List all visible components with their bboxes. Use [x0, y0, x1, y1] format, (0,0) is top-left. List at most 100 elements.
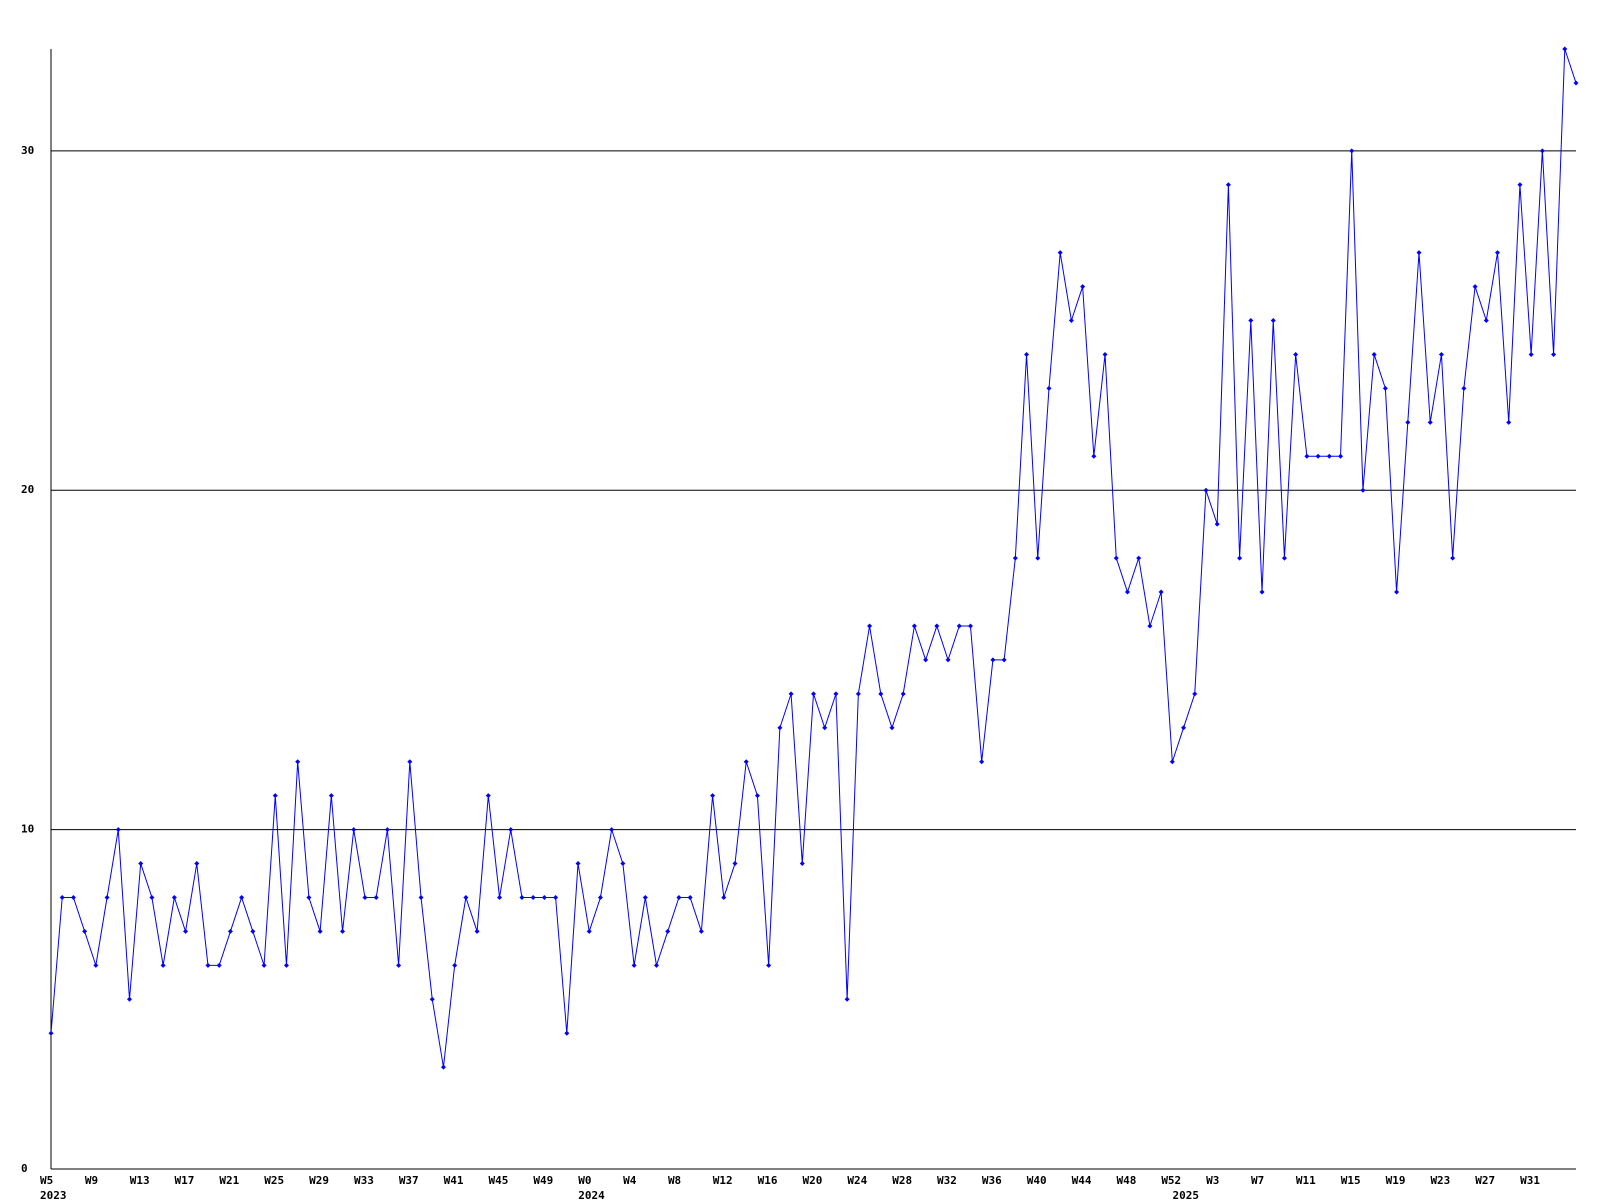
point: [1461, 385, 1467, 391]
point: [676, 894, 682, 900]
point: [945, 657, 951, 663]
x-tick-label: W4: [623, 1174, 637, 1187]
point: [541, 894, 547, 900]
x-tick-label: W8: [668, 1174, 681, 1187]
point: [205, 962, 211, 968]
point: [1517, 182, 1523, 188]
point: [1012, 555, 1018, 561]
point: [1192, 691, 1198, 697]
point: [1438, 351, 1444, 357]
point: [1046, 385, 1052, 391]
point: [1259, 589, 1265, 595]
point: [138, 861, 144, 867]
x-tick-label: W28: [892, 1174, 912, 1187]
point: [889, 725, 895, 731]
point: [855, 691, 861, 697]
point: [115, 827, 121, 833]
x-tick-label: W52: [1161, 1174, 1181, 1187]
point: [1113, 555, 1119, 561]
x-tick-label: W13: [130, 1174, 150, 1187]
point: [452, 962, 458, 968]
x-tick-label: W24: [847, 1174, 867, 1187]
point: [766, 962, 772, 968]
year-label: 2024: [578, 1189, 605, 1200]
point: [171, 894, 177, 900]
point: [631, 962, 637, 968]
point: [564, 1030, 570, 1036]
point: [463, 894, 469, 900]
point: [485, 793, 491, 799]
point: [48, 1030, 54, 1036]
point: [1237, 555, 1243, 561]
point: [126, 996, 132, 1002]
point: [799, 861, 805, 867]
point: [317, 928, 323, 934]
x-tick-label: W16: [758, 1174, 778, 1187]
point: [1483, 318, 1489, 324]
x-tick-label: W48: [1116, 1174, 1136, 1187]
point: [822, 725, 828, 731]
x-tick-label: W9: [85, 1174, 98, 1187]
point: [1349, 148, 1355, 154]
y-tick-label: 0: [21, 1162, 28, 1175]
point: [654, 962, 660, 968]
year-label: 2023: [40, 1189, 67, 1200]
point: [1315, 453, 1321, 459]
point: [93, 962, 99, 968]
point: [710, 793, 716, 799]
x-tick-label: W41: [444, 1174, 464, 1187]
point: [1203, 487, 1209, 493]
point: [777, 725, 783, 731]
point: [833, 691, 839, 697]
y-tick-label: 30: [21, 144, 34, 157]
point: [239, 894, 245, 900]
point: [878, 691, 884, 697]
point: [295, 759, 301, 765]
point: [519, 894, 525, 900]
point: [160, 962, 166, 968]
point: [351, 827, 357, 833]
point: [665, 928, 671, 934]
point: [1304, 453, 1310, 459]
x-tick-label: W0: [578, 1174, 591, 1187]
point: [1427, 419, 1433, 425]
x-tick-label: W21: [219, 1174, 239, 1187]
point: [340, 928, 346, 934]
point: [1293, 351, 1299, 357]
point: [440, 1064, 446, 1070]
point: [272, 793, 278, 799]
point: [104, 894, 110, 900]
y-tick-label: 20: [21, 483, 34, 496]
x-tick-label: W45: [489, 1174, 509, 1187]
point: [687, 894, 693, 900]
point: [934, 623, 940, 629]
point: [698, 928, 704, 934]
point: [1405, 419, 1411, 425]
point: [1181, 725, 1187, 731]
point: [1068, 318, 1074, 324]
point: [373, 894, 379, 900]
point: [1382, 385, 1388, 391]
point: [1225, 182, 1231, 188]
point: [1573, 80, 1579, 86]
x-tick-label: W5: [40, 1174, 53, 1187]
point: [1539, 148, 1545, 154]
x-tick-label: W29: [309, 1174, 329, 1187]
point: [530, 894, 536, 900]
x-tick-label: W25: [264, 1174, 284, 1187]
point: [597, 894, 603, 900]
point: [1057, 250, 1063, 256]
x-tick-label: W49: [533, 1174, 553, 1187]
point: [1248, 318, 1254, 324]
point: [59, 894, 65, 900]
point: [82, 928, 88, 934]
point: [967, 623, 973, 629]
y-tick-label: 10: [21, 823, 34, 836]
point: [1091, 453, 1097, 459]
point: [900, 691, 906, 697]
point: [250, 928, 256, 934]
x-tick-label: W44: [1072, 1174, 1092, 1187]
point: [721, 894, 727, 900]
point: [1124, 589, 1130, 595]
